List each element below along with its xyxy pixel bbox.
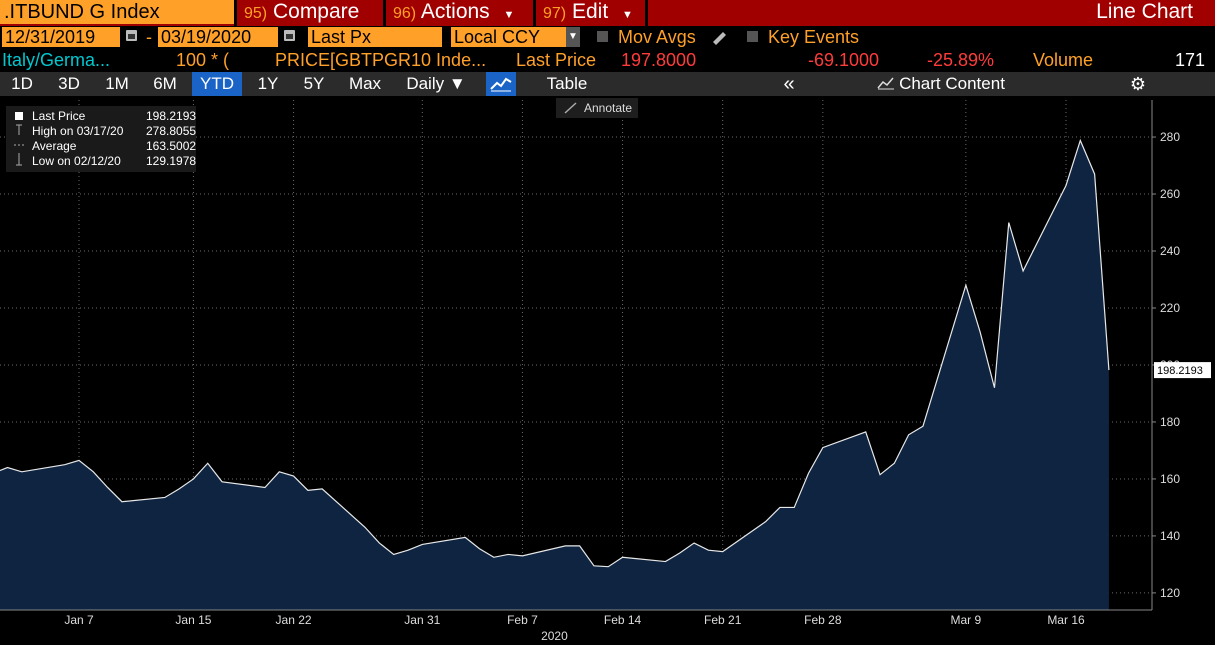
volume-value: 171 bbox=[1175, 50, 1206, 70]
y-tick-label: 240 bbox=[1160, 244, 1180, 258]
calendar-icon[interactable] bbox=[284, 30, 295, 41]
y-tick-label: 260 bbox=[1160, 187, 1180, 201]
date-dash: - bbox=[146, 27, 152, 47]
series-line bbox=[0, 138, 1110, 568]
end-date-field[interactable]: 03/19/2020 bbox=[158, 27, 278, 47]
change-percent: -25.89% bbox=[927, 50, 995, 70]
stat-value: 129.1978 bbox=[146, 154, 197, 168]
tab-1m[interactable]: 1M bbox=[105, 74, 129, 93]
stat-label: High on 03/17/20 bbox=[32, 124, 124, 138]
series-formula: 100 * ( bbox=[176, 50, 230, 70]
date-range-bar: 12/31/2019 - 03/19/2020 Last Px Local CC… bbox=[0, 26, 1215, 48]
key-events-label: Key Events bbox=[768, 27, 860, 47]
y-tick-label: 120 bbox=[1160, 586, 1180, 600]
last-price-label: Last Price bbox=[516, 50, 597, 70]
page-title: Line Chart bbox=[1096, 0, 1193, 23]
volume-label: Volume bbox=[1033, 50, 1094, 70]
currency-select[interactable]: Local CCY bbox=[451, 27, 566, 47]
stat-label: Last Price bbox=[32, 109, 86, 123]
stat-value: 198.2193 bbox=[146, 109, 197, 123]
series-expression: PRICE[GBTPGR10 Inde... bbox=[275, 50, 487, 70]
chart-content-label: Chart Content bbox=[899, 74, 1005, 93]
title-bar: .ITBUND G Index 95) Compare 96) Actions … bbox=[0, 0, 1215, 26]
line-chart-icon[interactable] bbox=[486, 72, 516, 96]
edit-menu[interactable]: 97) Edit ▼ bbox=[543, 0, 633, 24]
tab-3d[interactable]: 3D bbox=[58, 74, 80, 93]
menu-number: 95) bbox=[244, 5, 268, 22]
pencil-icon[interactable] bbox=[710, 29, 728, 45]
period-tabs: 1D 3D 1M 6M YTD 1Y 5Y Max Daily ▼ Table … bbox=[0, 72, 1215, 96]
collapse-icon[interactable]: « bbox=[783, 73, 795, 95]
x-tick-label: Feb 21 bbox=[704, 613, 742, 627]
x-tick-label: Feb 28 bbox=[804, 613, 842, 627]
x-tick-label: Jan 7 bbox=[64, 613, 94, 627]
chevron-down-icon: ▼ bbox=[503, 9, 515, 21]
x-tick-label: Feb 14 bbox=[604, 613, 642, 627]
separator bbox=[533, 0, 536, 26]
actions-menu[interactable]: 96) Actions ▼ bbox=[393, 0, 514, 24]
y-tick-label: 160 bbox=[1160, 472, 1180, 486]
field-selector[interactable]: Last Px bbox=[308, 27, 442, 47]
menu-label: Actions bbox=[420, 0, 490, 23]
change-value: -69.1000 bbox=[808, 50, 880, 70]
start-date-field[interactable]: 12/31/2019 bbox=[2, 27, 120, 47]
x-tick-label: Mar 16 bbox=[1047, 613, 1085, 627]
x-year-label: 2020 bbox=[541, 629, 568, 643]
annotate-label: Annotate bbox=[584, 101, 633, 115]
separator bbox=[234, 0, 237, 26]
stat-label: Average bbox=[32, 139, 77, 153]
x-tick-label: Mar 9 bbox=[951, 613, 982, 627]
menu-number: 97) bbox=[543, 5, 567, 22]
mov-avgs-label: Mov Avgs bbox=[618, 27, 696, 47]
menu-label: Compare bbox=[272, 0, 360, 23]
y-tick-label: 140 bbox=[1160, 529, 1180, 543]
chart-content-button[interactable]: Chart Content bbox=[866, 72, 1016, 96]
x-tick-label: Jan 15 bbox=[175, 613, 211, 627]
pencil-icon bbox=[564, 102, 577, 114]
stat-label: Low on 02/12/20 bbox=[32, 154, 121, 168]
stat-value: 163.5002 bbox=[146, 139, 197, 153]
calendar-icon[interactable] bbox=[126, 30, 137, 41]
key-events-checkbox[interactable] bbox=[747, 31, 758, 42]
tab-1y[interactable]: 1Y bbox=[257, 74, 279, 93]
series-name[interactable]: Italy/Germa... bbox=[2, 50, 111, 70]
tab-6m[interactable]: 6M bbox=[153, 74, 177, 93]
frequency-dropdown[interactable]: Daily ▼ bbox=[406, 74, 466, 93]
separator bbox=[645, 0, 648, 26]
legend-markers bbox=[14, 112, 24, 166]
last-price-tag-label: 198.2193 bbox=[1157, 365, 1203, 377]
mov-avgs-checkbox[interactable] bbox=[597, 31, 608, 42]
y-tick-label: 220 bbox=[1160, 301, 1180, 315]
menu-number: 96) bbox=[393, 5, 417, 22]
tab-max[interactable]: Max bbox=[348, 74, 382, 93]
y-tick-label: 280 bbox=[1160, 130, 1180, 144]
tab-ytd[interactable]: YTD bbox=[192, 72, 242, 96]
x-tick-label: Jan 22 bbox=[276, 613, 312, 627]
tab-5y[interactable]: 5Y bbox=[303, 74, 325, 93]
annotate-button[interactable]: Annotate bbox=[556, 98, 638, 118]
series-area bbox=[0, 140, 1109, 610]
tab-1d[interactable]: 1D bbox=[11, 74, 33, 93]
last-price-value: 197.8000 bbox=[621, 50, 697, 70]
x-tick-label: Jan 31 bbox=[404, 613, 440, 627]
y-tick-label: 180 bbox=[1160, 415, 1180, 429]
gear-icon[interactable]: ⚙ bbox=[1129, 74, 1147, 94]
compare-menu[interactable]: 95) Compare bbox=[244, 0, 359, 24]
separator bbox=[383, 0, 386, 26]
stat-value: 278.8055 bbox=[146, 124, 197, 138]
last-price-tag bbox=[1154, 362, 1211, 379]
table-button[interactable]: Table bbox=[546, 74, 588, 93]
ticker-field[interactable]: .ITBUND G Index bbox=[0, 0, 234, 24]
chevron-down-icon[interactable]: ▼ bbox=[566, 27, 580, 47]
stats-legend: Last Price 198.2193 High on 03/17/20 278… bbox=[6, 106, 196, 172]
menu-label: Edit bbox=[571, 0, 609, 23]
series-legend-bar: Italy/Germa... 100 * ( PRICE[GBTPGR10 In… bbox=[0, 49, 1215, 71]
chevron-down-icon: ▼ bbox=[622, 9, 633, 21]
x-tick-label: Feb 7 bbox=[507, 613, 538, 627]
chart-content-icon bbox=[877, 77, 895, 90]
